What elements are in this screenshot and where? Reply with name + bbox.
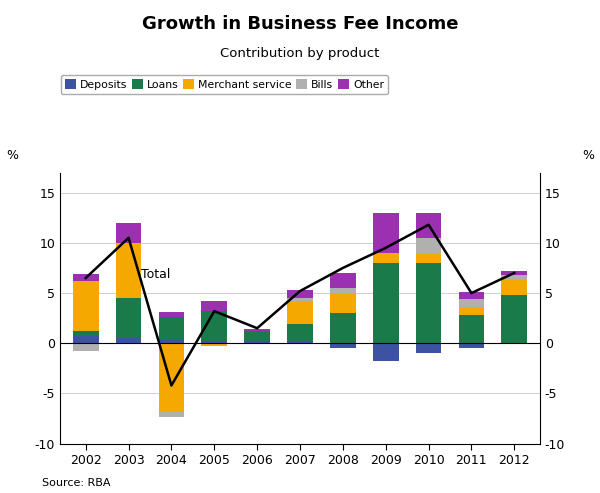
Bar [158, 340, 184, 343]
Bar [502, 280, 527, 295]
Bar [458, 343, 484, 348]
Bar [373, 212, 398, 253]
Bar [458, 315, 484, 343]
Bar [416, 263, 442, 343]
Bar [158, 412, 184, 417]
Text: %: % [6, 149, 18, 162]
Bar [202, 311, 227, 341]
Text: Growth in Business Fee Income: Growth in Business Fee Income [142, 15, 458, 33]
Bar [287, 341, 313, 343]
Bar [416, 238, 442, 253]
Bar [330, 343, 356, 348]
Bar [458, 292, 484, 299]
Bar [73, 343, 98, 352]
Text: Total: Total [142, 268, 171, 281]
Bar [287, 324, 313, 341]
Bar [416, 253, 442, 263]
Bar [158, 312, 184, 317]
Bar [330, 293, 356, 313]
Bar [158, 317, 184, 340]
Bar [330, 273, 356, 288]
Bar [287, 298, 313, 301]
Bar [287, 301, 313, 324]
Bar [202, 343, 227, 346]
Bar [287, 290, 313, 298]
Bar [373, 263, 398, 343]
Bar [373, 253, 398, 263]
Bar [202, 301, 227, 311]
Bar [244, 329, 270, 331]
Bar [244, 341, 270, 343]
Bar [116, 223, 142, 243]
Bar [244, 331, 270, 341]
Bar [73, 331, 98, 336]
Bar [416, 212, 442, 238]
Bar [502, 343, 527, 344]
Bar [373, 343, 398, 361]
Bar [330, 288, 356, 293]
Bar [116, 338, 142, 343]
Bar [502, 271, 527, 275]
Bar [116, 243, 142, 298]
Text: %: % [582, 149, 594, 162]
Text: Contribution by product: Contribution by product [220, 47, 380, 60]
Bar [73, 281, 98, 331]
Legend: Deposits, Loans, Merchant service, Bills, Other: Deposits, Loans, Merchant service, Bills… [61, 75, 388, 94]
Bar [502, 295, 527, 343]
Bar [330, 313, 356, 343]
Bar [116, 298, 142, 338]
Bar [416, 343, 442, 353]
Bar [502, 275, 527, 280]
Bar [458, 299, 484, 307]
Bar [458, 307, 484, 315]
Bar [73, 336, 98, 343]
Text: Source: RBA: Source: RBA [42, 478, 110, 488]
Bar [202, 341, 227, 343]
Bar [73, 274, 98, 281]
Bar [158, 343, 184, 412]
